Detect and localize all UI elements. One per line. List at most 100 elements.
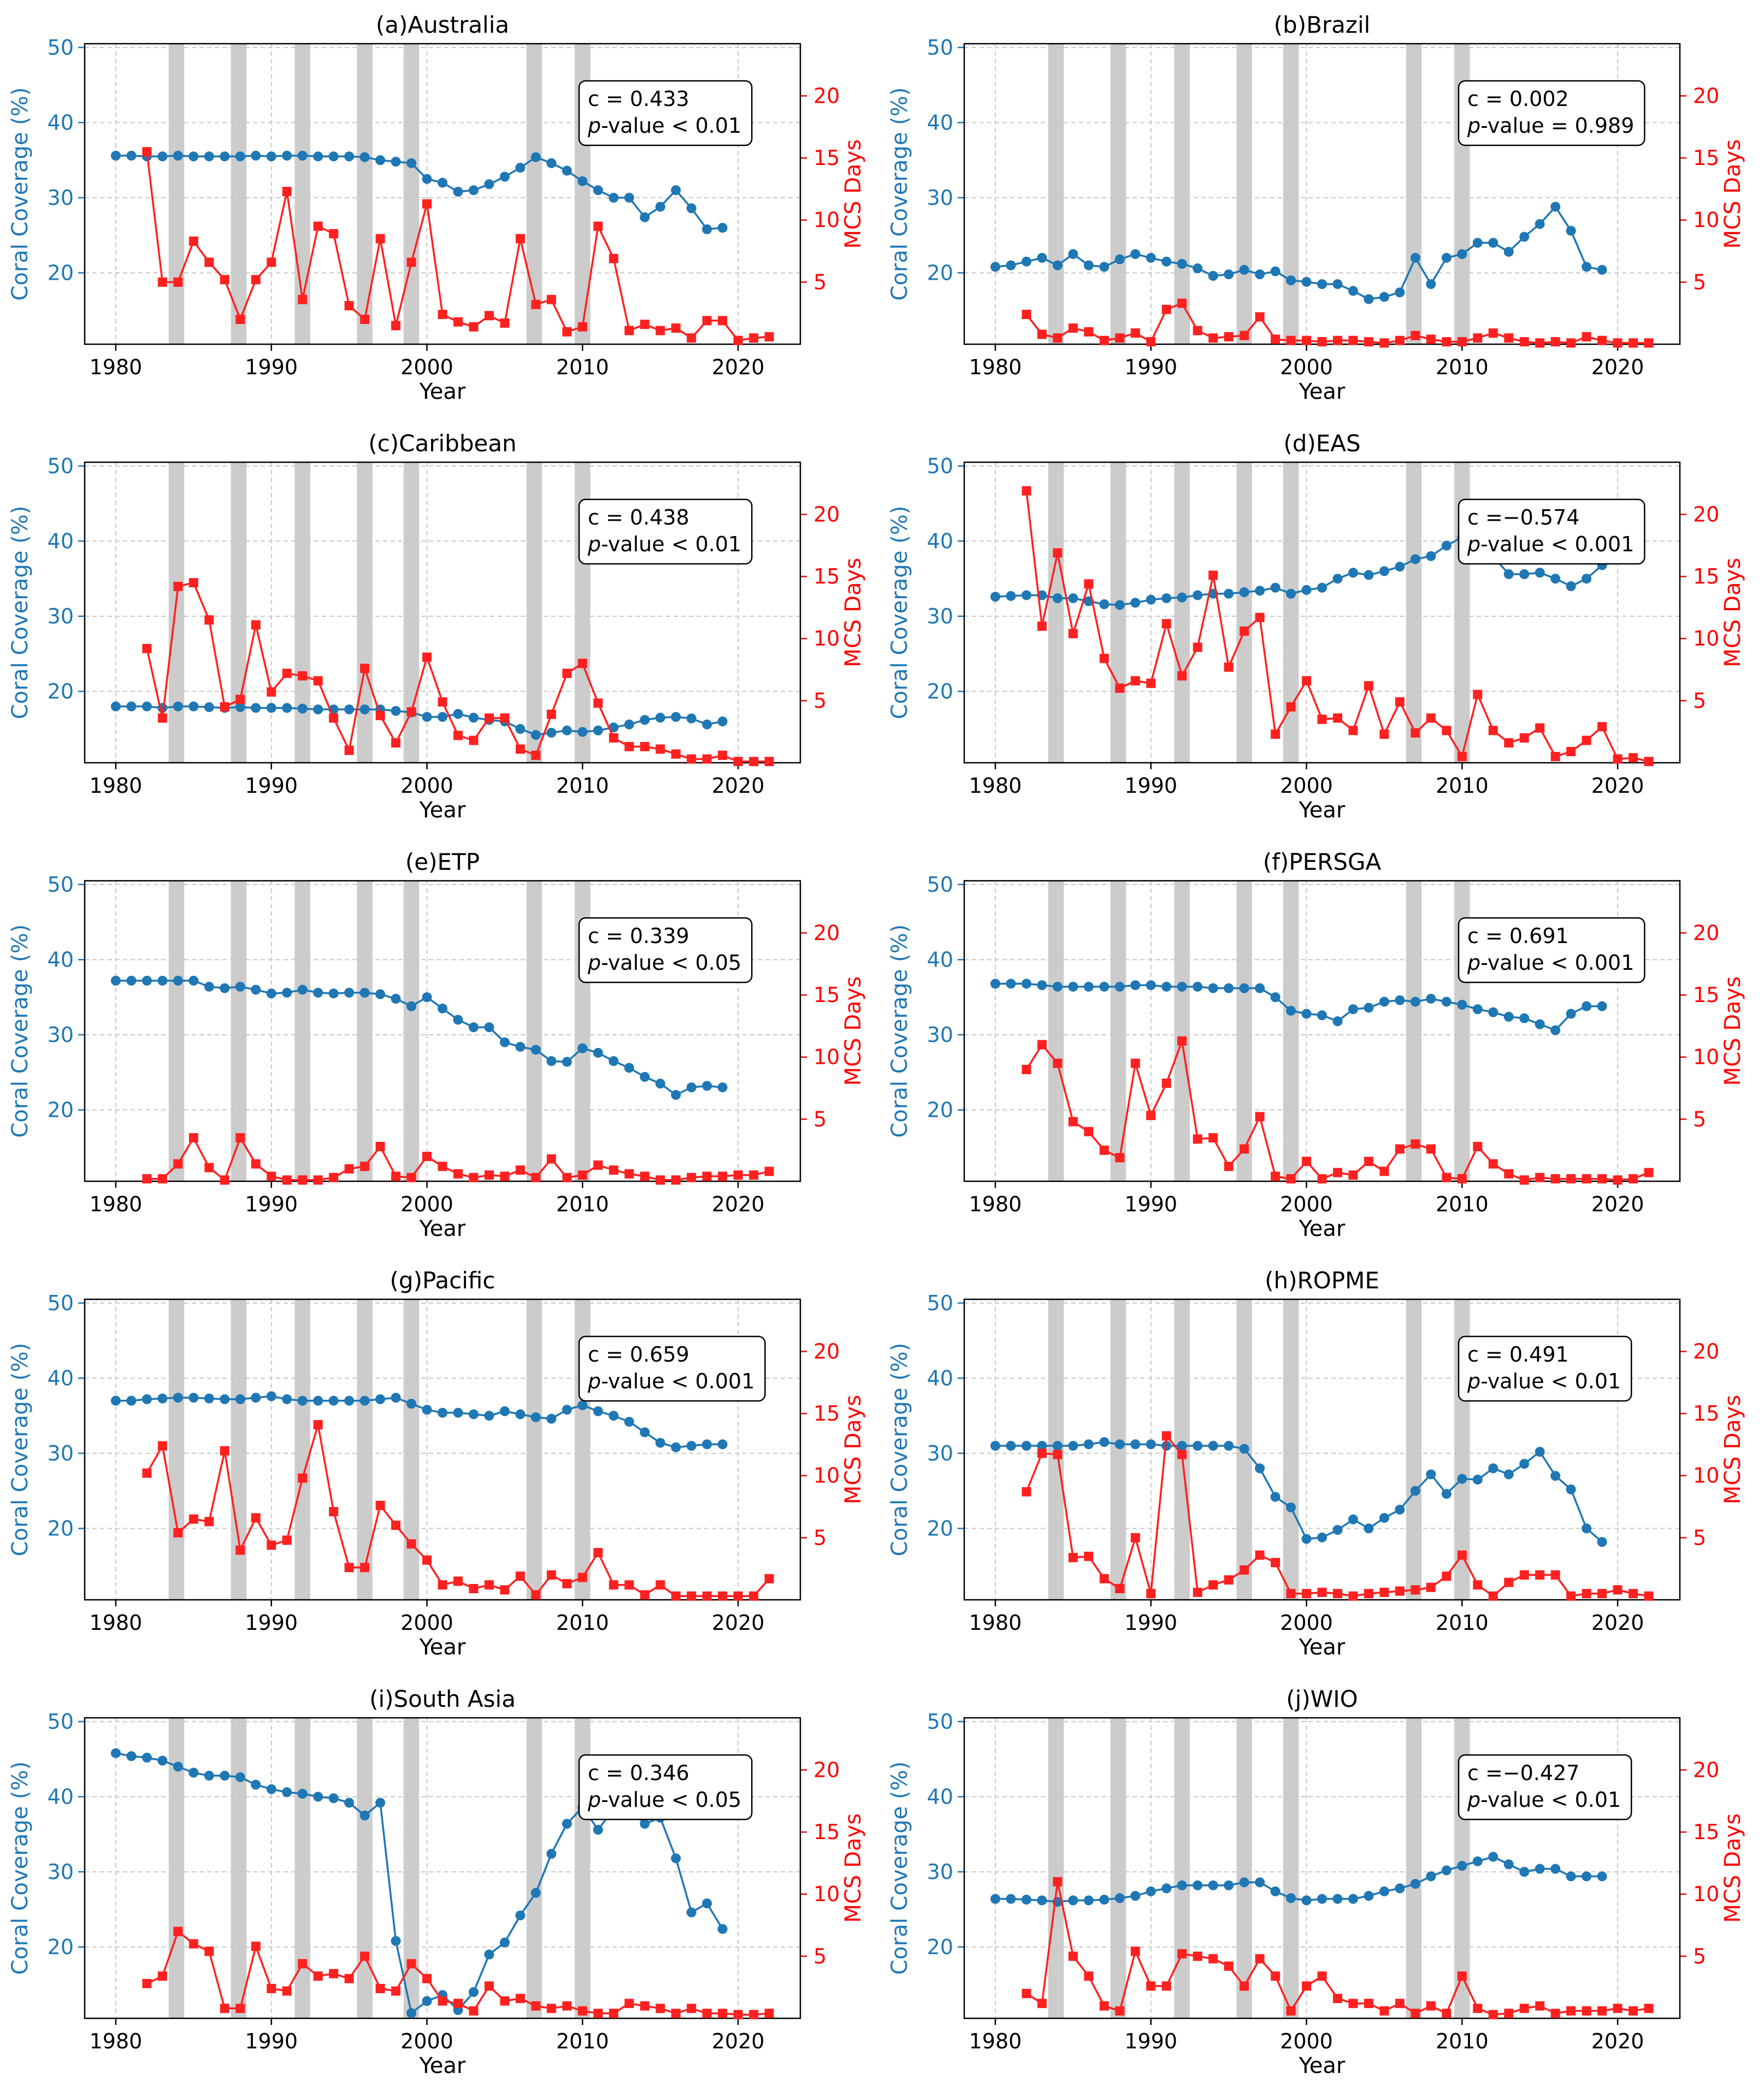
coral-coverage-point <box>1550 1025 1561 1035</box>
p-value-text: p-value < 0.001 <box>1467 951 1634 975</box>
y-left-tick-label: 20 <box>48 679 74 703</box>
coral-coverage-point <box>344 151 355 162</box>
y-right-tick-label: 5 <box>1693 1525 1706 1550</box>
mcs-days-point <box>1286 335 1296 345</box>
coral-coverage-point <box>1395 1883 1405 1894</box>
mcs-days-point <box>515 744 525 754</box>
mcs-days-point <box>235 694 245 704</box>
y-left-tick-label: 20 <box>48 261 74 285</box>
mcs-days-point <box>313 1175 323 1185</box>
coral-coverage-point <box>266 988 276 999</box>
coral-coverage-point <box>1037 980 1047 991</box>
y-left-axis-label: Coral Coverage (%) <box>8 506 33 720</box>
mcs-days-point <box>640 2001 650 2011</box>
coral-coverage-point <box>1083 1895 1094 1906</box>
shaded-band <box>526 881 542 1181</box>
mcs-days-point <box>593 1548 603 1558</box>
mcs-days-point <box>1348 1999 1358 2008</box>
coral-coverage-point <box>359 1395 370 1406</box>
mcs-days-point <box>1115 1153 1125 1163</box>
mcs-days-point <box>1317 1587 1327 1597</box>
coral-coverage-point <box>1052 260 1063 270</box>
mcs-days-point <box>656 1580 665 1590</box>
coral-coverage-point <box>1255 269 1265 280</box>
mcs-days-point <box>1130 1533 1140 1542</box>
coral-coverage-point <box>1582 1523 1592 1534</box>
coral-coverage-point <box>1441 1489 1452 1499</box>
coral-coverage-point <box>110 150 121 161</box>
y-left-tick-label: 30 <box>927 186 953 210</box>
coral-coverage-point <box>1379 997 1389 1007</box>
mcs-days-point <box>344 745 354 755</box>
mcs-days-point <box>1053 1058 1063 1068</box>
correlation-text: c = 0.438 <box>588 505 689 529</box>
mcs-days-point <box>1473 690 1483 699</box>
mcs-days-point <box>188 578 198 587</box>
coral-coverage-point <box>1348 1894 1358 1904</box>
mcs-days-point <box>1240 1144 1249 1154</box>
mcs-days-point <box>1271 1971 1281 1981</box>
mcs-days-point <box>1099 653 1109 663</box>
correlation-text: c = 0.339 <box>588 924 689 948</box>
coral-coverage-point <box>1441 252 1452 263</box>
y-left-axis-label: Coral Coverage (%) <box>8 1762 33 1975</box>
coral-coverage-point <box>577 727 588 737</box>
coral-coverage-point <box>173 1393 183 1403</box>
coral-coverage-point <box>204 151 214 162</box>
x-tick-label: 2020 <box>712 2029 765 2053</box>
coral-coverage-point <box>1301 585 1312 595</box>
y-left-tick-label: 40 <box>927 1784 953 1809</box>
mcs-days-point <box>1022 1064 1031 1074</box>
shaded-band <box>1174 881 1190 1181</box>
mcs-days-point <box>1504 1169 1514 1179</box>
coral-coverage-point <box>173 975 183 986</box>
coral-coverage-point <box>1519 1866 1530 1877</box>
shaded-band <box>294 1299 310 1600</box>
mcs-days-point <box>1566 2006 1576 2016</box>
mcs-days-point <box>764 332 774 341</box>
mcs-days-point <box>1240 1565 1249 1575</box>
mcs-days-point <box>1582 332 1591 341</box>
coral-coverage-point <box>126 150 137 161</box>
mcs-days-point <box>188 1133 198 1142</box>
mcs-days-point <box>500 318 510 328</box>
mcs-days-point <box>1504 2008 1514 2018</box>
mcs-days-point <box>1613 1585 1623 1595</box>
y-left-axis-label: Coral Coverage (%) <box>8 1343 33 1557</box>
y-left-tick-label: 30 <box>927 1860 953 1884</box>
shaded-band <box>294 881 310 1181</box>
coral-coverage-point <box>391 706 401 716</box>
mcs-days-point <box>1240 1981 1249 1991</box>
coral-coverage-point <box>702 1439 712 1450</box>
mcs-days-point <box>453 1999 463 2008</box>
mcs-days-point <box>469 322 479 332</box>
coral-coverage-point <box>686 1082 697 1093</box>
mcs-days-point <box>1411 728 1420 738</box>
coral-coverage-point <box>126 701 137 711</box>
p-symbol: p <box>587 1788 601 1812</box>
y-right-tick-label: 5 <box>813 270 827 294</box>
mcs-days-point <box>1332 335 1342 345</box>
coral-coverage-point <box>141 975 152 986</box>
x-axis-label: Year <box>419 1635 466 1660</box>
mcs-days-point <box>562 327 572 337</box>
mcs-days-point <box>1426 1144 1436 1154</box>
mcs-days-point <box>1348 1591 1358 1601</box>
mcs-days-point <box>640 320 650 329</box>
coral-coverage-point <box>1535 1447 1545 1457</box>
y-left-axis-label: Coral Coverage (%) <box>887 924 912 1138</box>
coral-coverage-point <box>1083 260 1094 270</box>
correlation-text: c = 0.002 <box>1467 87 1569 111</box>
coral-coverage-point <box>655 202 665 212</box>
stats-annotation-box <box>1458 917 1645 983</box>
coral-coverage-point <box>530 730 541 740</box>
coral-coverage-point <box>251 985 261 995</box>
coral-coverage-point <box>1472 238 1483 248</box>
shaded-band <box>403 44 420 344</box>
coral-coverage-point <box>438 1407 447 1418</box>
y-left-tick-label: 50 <box>48 1710 74 1734</box>
coral-coverage-point <box>391 1936 401 1946</box>
y-right-tick-label: 10 <box>1693 1045 1719 1069</box>
y-left-tick-label: 50 <box>48 454 74 478</box>
